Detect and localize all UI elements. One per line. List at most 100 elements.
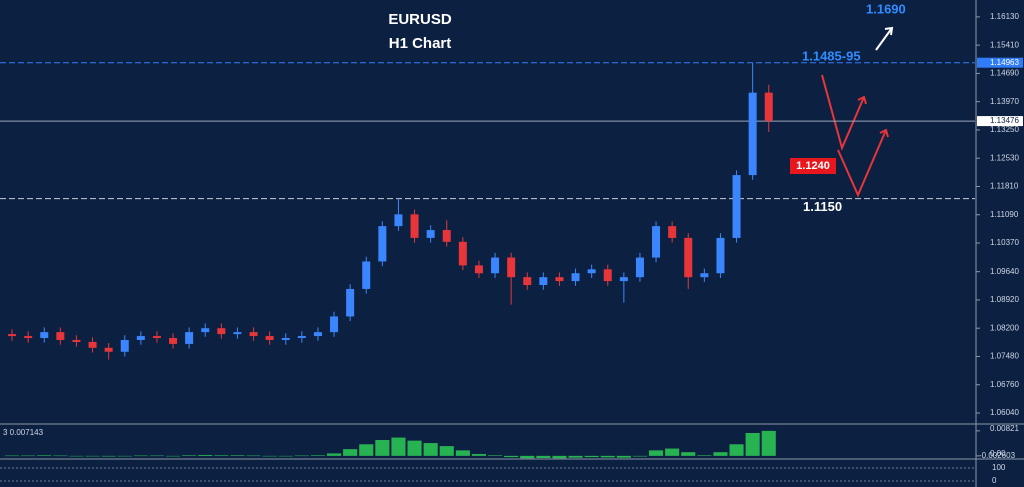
candle-body	[313, 332, 322, 337]
annotation: 1.1240	[796, 160, 830, 172]
candle-body	[587, 269, 596, 274]
indicator-bar	[327, 453, 342, 456]
indicator-bar	[520, 455, 535, 459]
indicator-bar	[552, 455, 567, 459]
indicator-bar	[262, 455, 277, 457]
candle-body	[330, 316, 339, 333]
y-tick-label: 1.09640	[990, 267, 1019, 276]
indicator-tick-label: 0.00	[990, 449, 1006, 458]
candle-body	[346, 288, 355, 317]
indicator-bar	[117, 455, 132, 457]
indicator-bar	[697, 455, 712, 456]
indicator-bar	[439, 446, 454, 456]
osc-tick-label: 100	[992, 463, 1006, 472]
indicator-bar	[310, 455, 325, 456]
candle-body	[458, 241, 467, 266]
candle-body	[619, 277, 628, 282]
candle-body	[426, 230, 435, 238]
indicator-bar	[616, 455, 631, 458]
indicator-bar	[665, 448, 680, 456]
candle-body	[136, 336, 145, 340]
candle-body	[169, 338, 178, 344]
indicator-bar	[729, 444, 744, 456]
candle-body	[217, 328, 226, 335]
indicator-bar	[343, 449, 358, 456]
indicator-bar	[214, 455, 229, 456]
indicator-min-label: -0.002603	[979, 451, 1016, 460]
candle-body	[748, 92, 757, 176]
candle-body	[104, 347, 113, 352]
y-tick-label: 1.13970	[990, 97, 1019, 106]
candle-body	[265, 336, 274, 340]
indicator-bar	[230, 455, 245, 456]
candle-body	[635, 257, 644, 278]
indicator-bar	[85, 455, 100, 457]
arrow	[875, 26, 894, 51]
indicator-bar	[294, 455, 309, 457]
annotation: 1.1485-95	[802, 48, 861, 63]
indicator-bar	[149, 455, 164, 457]
candle-body	[40, 332, 49, 339]
chart-title: EURUSD	[388, 11, 452, 28]
candle-body	[410, 214, 419, 238]
candle-body	[120, 339, 129, 352]
price-label: 1.14963	[990, 58, 1019, 67]
candle-body	[297, 336, 306, 339]
candle-body	[474, 265, 483, 274]
indicator-bar	[375, 440, 390, 456]
chart-subtitle: H1 Chart	[389, 35, 452, 52]
y-tick-label: 1.11810	[990, 182, 1019, 191]
indicator-bar	[37, 455, 52, 456]
indicator-bar	[407, 440, 422, 456]
candle-body	[8, 334, 17, 337]
indicator-tick-label: 0.00821	[990, 424, 1019, 433]
candle-body	[491, 257, 500, 274]
candle-body	[764, 92, 773, 121]
candle-body	[684, 237, 693, 278]
candle-body	[507, 257, 516, 278]
candle-body	[185, 332, 194, 344]
indicator-bar	[166, 455, 181, 457]
candle-body	[24, 336, 33, 339]
y-tick-label: 1.06760	[990, 380, 1019, 389]
candle-body	[716, 237, 725, 274]
indicator-bar	[21, 455, 36, 457]
y-tick-label: 1.08200	[990, 323, 1019, 332]
y-tick-label: 1.08920	[990, 295, 1019, 304]
indicator-bar	[278, 455, 293, 457]
y-tick-label: 1.07480	[990, 352, 1019, 361]
y-tick-label: 1.11090	[990, 210, 1019, 219]
indicator-bar	[632, 455, 647, 457]
arrow	[821, 74, 867, 152]
candle-body	[201, 328, 210, 333]
price-label: 1.13476	[990, 116, 1019, 125]
candle-body	[72, 339, 81, 342]
candle-body	[523, 277, 532, 286]
indicator-bar	[584, 455, 599, 458]
indicator-bar	[198, 454, 213, 456]
candle-body	[394, 214, 403, 227]
indicator-bar	[713, 452, 728, 456]
candle-body	[378, 226, 387, 262]
indicator-bar	[600, 455, 615, 458]
candle-body	[88, 341, 97, 348]
level-label: 1.1150	[803, 199, 842, 214]
candle-body	[152, 336, 161, 339]
price-box	[977, 116, 1023, 127]
price-box	[977, 57, 1023, 68]
indicator-bar	[69, 455, 84, 457]
candle-body	[362, 261, 371, 289]
candle-body	[732, 175, 741, 238]
indicator-bar	[101, 455, 116, 457]
candle-body	[442, 230, 451, 242]
indicator-bar	[423, 443, 438, 456]
candle-body	[56, 332, 65, 340]
y-tick-label: 1.12530	[990, 153, 1019, 162]
indicator-bar	[182, 455, 197, 456]
indicator-bar	[568, 455, 583, 458]
indicator-bar	[681, 452, 696, 456]
candle-body	[249, 332, 258, 337]
indicator-bar	[471, 454, 486, 456]
candle-body	[668, 226, 677, 238]
